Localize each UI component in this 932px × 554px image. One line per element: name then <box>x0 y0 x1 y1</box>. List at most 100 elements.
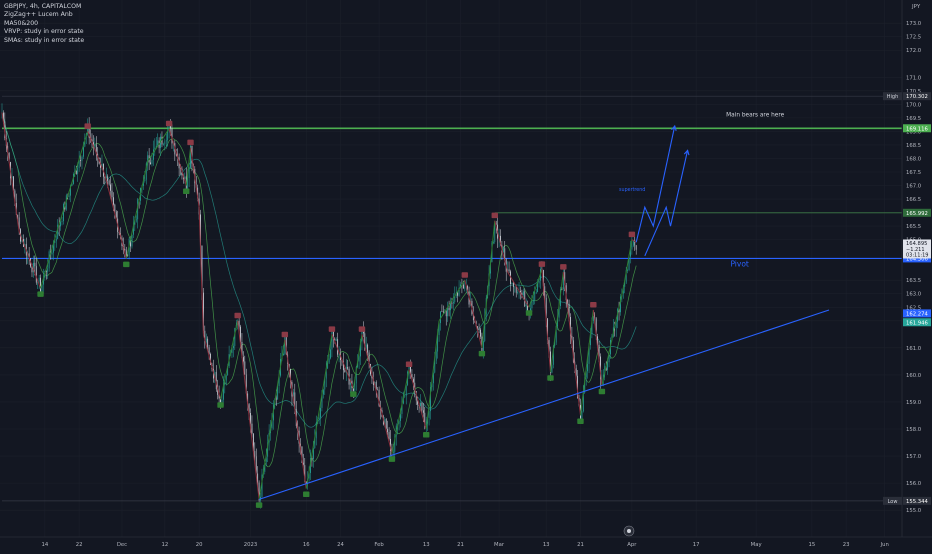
price-label-tag <box>883 496 902 505</box>
candle-body <box>454 295 456 303</box>
zigzag-segment <box>601 326 616 386</box>
candle-body <box>304 465 306 482</box>
annotation-supertrend: supertrend <box>619 187 645 193</box>
pivot-high-marker <box>590 301 597 308</box>
indicator-ma[interactable]: MA50&200 <box>4 19 39 27</box>
price-tick-label: 166.5 <box>906 197 921 203</box>
zigzag-segment <box>202 334 222 400</box>
zigzag-segment <box>391 369 410 454</box>
candle-body <box>250 413 251 424</box>
candle-body <box>11 176 13 179</box>
zigzag-segment <box>87 131 106 175</box>
price-label-box <box>903 124 931 133</box>
pivot-low-marker <box>183 188 190 195</box>
candle-body <box>585 371 587 377</box>
candle-body <box>155 145 157 148</box>
price-label-value: 170.302 <box>906 94 928 100</box>
candle-body <box>472 314 474 321</box>
candle-body <box>258 482 260 501</box>
zigzag-segment <box>305 334 333 489</box>
candle-body <box>33 262 34 273</box>
candle-body <box>537 283 539 293</box>
candle-body <box>514 286 516 288</box>
candle-body <box>301 446 303 463</box>
candle-body <box>581 411 583 419</box>
candle-body <box>215 371 217 390</box>
candle-body <box>511 282 513 285</box>
candle-body <box>477 326 479 329</box>
candle-body <box>385 418 387 429</box>
time-tick-label: 17 <box>693 542 700 548</box>
candle-body <box>557 317 559 326</box>
candle-body <box>18 217 20 230</box>
candle-body <box>143 181 144 186</box>
candle-body <box>628 256 630 271</box>
candle-body <box>607 362 609 370</box>
indicator-zigzag[interactable]: ZigZag++ Lucem Anb <box>4 11 73 19</box>
candle-body <box>214 371 216 379</box>
pivot-low-marker <box>303 491 310 498</box>
candle-body <box>324 378 326 390</box>
candle-body <box>184 176 186 180</box>
candle-body <box>554 342 556 346</box>
last-price-change: −1.211 <box>906 247 925 253</box>
candle-body <box>81 156 83 161</box>
candle-body <box>334 338 336 341</box>
forecast-arrow-head <box>683 149 690 156</box>
time-tick-label: May <box>751 542 762 548</box>
candle-body <box>408 365 410 372</box>
candle-body <box>51 252 53 255</box>
price-label-box <box>903 208 931 217</box>
candle-body <box>567 300 569 304</box>
candle-body <box>244 361 246 375</box>
candle-body <box>277 386 279 400</box>
candle-body <box>118 232 120 234</box>
price-tick-label: 168.5 <box>906 143 921 149</box>
candle-body <box>35 266 37 283</box>
candle-body <box>271 420 273 429</box>
candle-body <box>448 307 450 311</box>
candle-body <box>608 354 610 363</box>
candle-body <box>378 389 380 406</box>
candle-body <box>521 292 523 296</box>
zigzag-segment <box>549 272 564 373</box>
candle-body <box>332 330 334 339</box>
symbol-title[interactable]: GBPJPY, 4h, CAPITALCOM <box>4 3 82 10</box>
candle-body <box>101 163 103 168</box>
time-tick-label: Feb <box>374 542 384 548</box>
pivot-low-marker <box>350 391 357 397</box>
candle-body <box>225 374 227 381</box>
price-tick-label: 168.0 <box>906 156 922 162</box>
candle-body <box>147 155 149 164</box>
ma-fast-line <box>1 112 637 468</box>
time-tick-label: 23 <box>843 542 850 548</box>
candle-body <box>630 249 631 257</box>
time-axis-panel[interactable] <box>0 537 932 550</box>
indicator-vrvp[interactable]: VRVP: study in error state <box>4 28 84 36</box>
candle-body <box>53 242 54 253</box>
candle-body <box>430 387 431 412</box>
candle-body <box>582 392 584 412</box>
candle-body <box>412 379 414 383</box>
grid <box>0 0 902 537</box>
candle-body <box>631 245 633 250</box>
price-axis-panel[interactable] <box>902 0 932 550</box>
time-tick-label: 2023 <box>244 542 257 548</box>
candle-body <box>390 438 391 452</box>
candle-body <box>558 306 560 318</box>
indicator-smas[interactable]: SMAs: study in error state <box>4 36 85 44</box>
goto-realtime-icon[interactable] <box>623 525 635 537</box>
candle-body <box>462 284 464 289</box>
candle-body <box>238 320 240 327</box>
candle-body <box>163 144 164 145</box>
candle-body <box>71 183 73 186</box>
pivot-low-marker <box>388 456 396 462</box>
candle-body <box>207 338 209 348</box>
candle-body <box>331 330 333 350</box>
candle-body <box>495 223 497 225</box>
time-tick-label: 12 <box>161 542 168 548</box>
candle-body <box>354 383 356 391</box>
candle-body <box>635 245 637 250</box>
candle-body <box>261 474 263 497</box>
